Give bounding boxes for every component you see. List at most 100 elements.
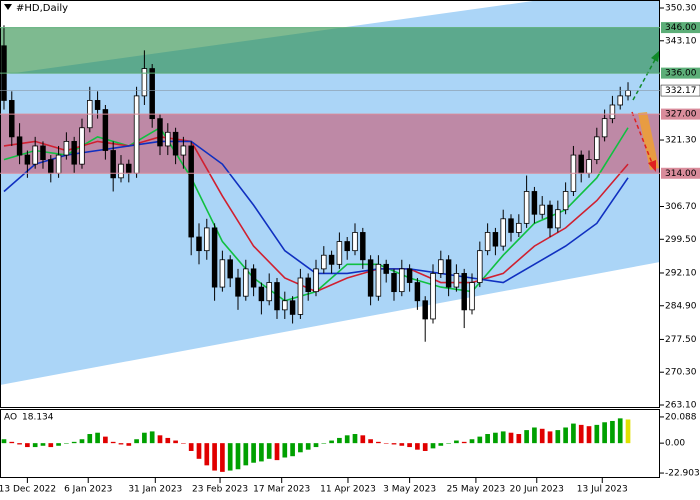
candle-body	[391, 273, 397, 293]
histogram-bar	[71, 441, 77, 444]
histogram-bar	[196, 443, 202, 459]
histogram-bar	[56, 443, 61, 446]
indicator-pane: 20.088 0.00 -22.903	[1, 412, 700, 479]
candles	[1, 25, 631, 342]
candle-body	[336, 241, 343, 265]
histogram-bar	[524, 430, 529, 444]
histogram-bar	[95, 432, 100, 444]
histogram-bar	[532, 427, 537, 444]
zone	[0, 114, 660, 174]
indicator-y-tick-label: 0.00	[665, 439, 685, 449]
histogram-bar	[594, 424, 600, 444]
zone	[0, 27, 660, 74]
histogram-bar	[500, 431, 506, 444]
histogram-bar	[446, 443, 451, 444]
histogram-bar	[438, 443, 444, 446]
candle-body	[414, 282, 421, 302]
candle-body	[516, 222, 522, 233]
x-tick-label: 13 Dec 2022	[0, 485, 56, 495]
candle-body	[313, 268, 319, 293]
histogram-bar	[220, 443, 225, 472]
candle-body	[79, 127, 85, 165]
histogram-bar	[469, 439, 475, 444]
x-tick-label: 23 Feb 2023	[192, 485, 248, 495]
histogram-bar	[321, 443, 327, 444]
candle-body	[438, 259, 444, 274]
candle-body	[243, 268, 249, 297]
candle-body	[469, 282, 475, 311]
y-tick-label: 292.10	[665, 268, 697, 278]
candle-body	[289, 300, 296, 315]
x-tick-label: 11 Apr 2023	[320, 485, 376, 495]
candle-body	[274, 282, 280, 311]
histogram-bar	[571, 423, 576, 444]
histogram-bar	[173, 440, 178, 444]
histogram-bar	[25, 443, 30, 448]
histogram-bar	[313, 443, 319, 448]
histogram-bar	[266, 443, 272, 459]
candle-body	[445, 259, 452, 288]
histogram-bar	[625, 419, 631, 444]
histogram-bar	[64, 443, 69, 444]
zones	[0, 27, 660, 174]
histogram-bar	[329, 440, 334, 444]
candle-body	[406, 268, 413, 283]
candle-body	[149, 68, 155, 120]
candle-body	[383, 263, 389, 274]
candle-body	[48, 159, 54, 174]
candle-body	[578, 154, 584, 174]
histogram-bar	[79, 439, 85, 444]
candle-body	[586, 159, 592, 174]
histogram-bar	[399, 443, 405, 446]
candle-body	[305, 277, 311, 293]
candle-body	[16, 136, 23, 156]
x-tick-label: 3 May 2023	[383, 485, 436, 495]
histogram-bar	[32, 443, 38, 448]
candle-body	[508, 218, 514, 233]
candle-body	[609, 104, 616, 120]
y-tick-label: 306.70	[665, 202, 697, 212]
candle-body	[157, 118, 163, 147]
candle-body	[235, 277, 241, 297]
y-tick-label: 343.10	[665, 36, 697, 46]
histogram-bar	[477, 436, 483, 444]
histogram-bar	[188, 443, 194, 451]
candle-body	[24, 154, 31, 165]
candle-body	[204, 227, 210, 252]
level-label: 327.00	[665, 110, 697, 120]
candle-body	[484, 232, 491, 252]
orange-wedge	[638, 112, 659, 170]
menu-icon	[4, 4, 12, 10]
histogram-bar	[407, 443, 412, 448]
histogram-bar	[485, 434, 490, 444]
histogram-bar	[508, 432, 514, 444]
candle-body	[461, 273, 467, 311]
histogram-bar	[181, 443, 186, 444]
candle-body	[360, 232, 366, 261]
histogram-bar	[40, 443, 46, 446]
x-tick-label: 6 Jan 2023	[64, 485, 112, 495]
level-label: 346.00	[665, 23, 697, 33]
x-tick-label: 31 Jan 2023	[128, 485, 182, 495]
candle-body	[562, 191, 569, 211]
histogram-bar	[274, 443, 280, 461]
histogram-bar	[48, 443, 54, 448]
level-label: 314.00	[665, 169, 697, 179]
candle-body	[617, 95, 623, 106]
candle-body	[110, 150, 116, 179]
candle-body	[531, 191, 538, 215]
candle-body	[55, 154, 62, 174]
y-tick-label: 270.30	[665, 368, 697, 378]
histogram-bar	[547, 431, 553, 444]
candle-body	[71, 141, 77, 165]
y-tick-label: 263.10	[665, 400, 697, 410]
indicator-name: AO	[4, 413, 17, 423]
candle-body	[227, 259, 233, 279]
candle-body	[133, 95, 140, 174]
candle-body	[32, 145, 38, 165]
level-label-box	[661, 22, 700, 34]
candle-body	[539, 204, 545, 215]
candle-body	[40, 145, 46, 161]
histogram-bar	[157, 435, 163, 444]
candle-body	[601, 118, 608, 138]
